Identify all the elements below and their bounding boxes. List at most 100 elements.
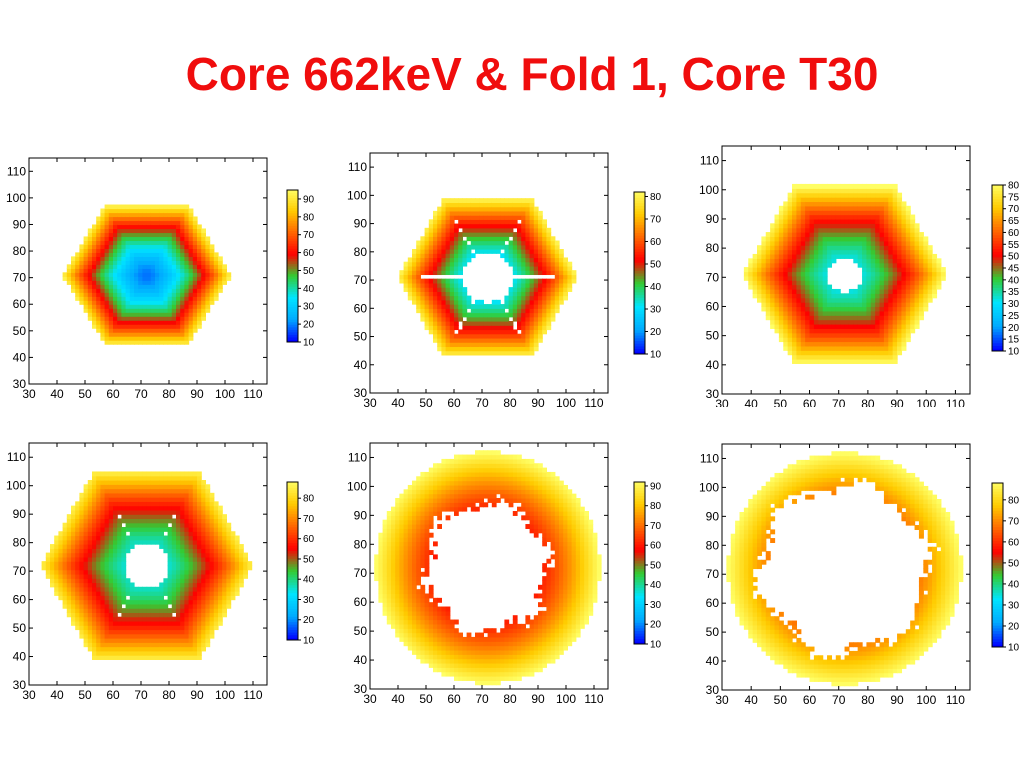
heatmap-cells [62, 204, 232, 345]
y-tick-label: 80 [354, 245, 368, 259]
colorbar-tick-label: 20 [650, 327, 662, 338]
x-tick-label: 30 [715, 397, 729, 407]
x-tick-label: 80 [503, 396, 517, 410]
colorbar-tick-label: 40 [1008, 275, 1020, 286]
colorbar-tick-label: 20 [303, 320, 315, 331]
heatmap-panel-6: 30 40 50 60 70 80 90 100 110 30 40 50 60 70 80 90 100 110… [688, 440, 1024, 705]
x-tick-label: 50 [774, 693, 788, 705]
colorbar-tick-label: 90 [650, 481, 662, 492]
x-tick-label: 80 [162, 688, 176, 702]
y-tick-label: 70 [13, 271, 27, 285]
colorbar-tick-label: 20 [650, 620, 662, 631]
colorbar-tick-label: 80 [1008, 181, 1020, 192]
y-tick-label: 30 [706, 683, 720, 697]
colorbar-tick-label: 30 [650, 305, 662, 316]
x-tick-label: 100 [916, 693, 936, 705]
colorbar-tick-label: 50 [1008, 252, 1020, 263]
colorbar-tick-label: 40 [650, 282, 662, 293]
y-tick-label: 50 [13, 324, 27, 338]
colorbar-tick-label: 50 [650, 260, 662, 271]
heatmap-3-svg: 30 40 50 60 70 80 90 100 110 30 40 50 60 70 80 90 100 110… [699, 145, 1020, 407]
x-tick-label: 90 [190, 688, 204, 702]
colorbar-tick-label: 90 [303, 194, 315, 205]
heatmap-panel-4: 30 40 50 60 70 80 90 100 110 30 40 50 60 70 80 90 100 110… [0, 440, 340, 705]
plot-frame [28, 442, 268, 686]
y-tick-label: 90 [706, 509, 720, 523]
x-tick-label: 40 [744, 693, 758, 705]
x-tick-label: 30 [715, 693, 729, 705]
heatmap-2-svg: 30 40 50 60 70 80 90 100 110 30 40 50 60 70 80 90 100 110… [347, 152, 662, 410]
y-tick-label: 90 [13, 507, 27, 521]
colorbar-tick-label: 50 [1008, 558, 1020, 569]
x-tick-label: 100 [556, 396, 576, 410]
colorbar-tick-label: 30 [650, 600, 662, 611]
x-tick-label: 70 [832, 693, 846, 705]
colorbar-tick-label: 70 [1008, 516, 1020, 527]
y-tick-label: 90 [354, 217, 368, 231]
y-tick-label: 60 [354, 595, 368, 609]
x-tick-label: 110 [946, 397, 965, 407]
heatmap-panel-5: 30 40 50 60 70 80 90 100 110 30 40 50 60 70 80 90 100 110… [336, 440, 676, 705]
x-tick-label: 70 [475, 692, 489, 705]
y-tick-label: 80 [354, 537, 368, 551]
colorbar-tick-label: 10 [303, 636, 315, 647]
x-tick-label: 50 [419, 396, 433, 410]
heatmap-cells [743, 183, 946, 364]
y-tick-label: 40 [13, 650, 27, 664]
x-tick-label: 100 [916, 397, 936, 407]
colorbar-tick-label: 65 [1008, 216, 1020, 227]
colorbar-tick-label: 15 [1008, 335, 1020, 346]
colorbar-tick-label: 60 [303, 534, 315, 545]
colorbar-tick-label: 25 [1008, 311, 1020, 322]
colorbar-tick-label: 35 [1008, 287, 1020, 298]
colorbar-tick-label: 45 [1008, 264, 1020, 275]
x-tick-label: 80 [162, 387, 176, 401]
colorbar [633, 191, 646, 355]
x-tick-label: 50 [78, 387, 92, 401]
y-tick-label: 60 [13, 297, 27, 311]
colorbar-tick-label: 55 [1008, 240, 1020, 251]
colorbar-tick-label: 70 [650, 521, 662, 532]
y-tick-label: 70 [706, 270, 720, 284]
colorbar [991, 482, 1004, 648]
colorbar-tick-label: 40 [1008, 579, 1020, 590]
x-tick-label: 110 [946, 693, 965, 705]
x-tick-label: 100 [556, 692, 576, 705]
y-tick-label: 40 [706, 654, 720, 668]
colorbar-tick-label: 40 [303, 284, 315, 295]
y-tick-label: 50 [706, 625, 720, 639]
y-tick-label: 100 [347, 479, 367, 493]
heatmap-1-svg: 30 40 50 60 70 80 90 100 110 30 40 50 60 70 80 90 100 110… [6, 157, 315, 401]
x-tick-label: 90 [890, 693, 904, 705]
y-tick-label: 110 [700, 154, 719, 168]
y-tick-label: 30 [13, 678, 27, 692]
y-tick-label: 110 [7, 164, 26, 178]
colorbar [633, 481, 646, 645]
colorbar [991, 184, 1004, 352]
y-tick-label: 70 [354, 273, 368, 287]
x-tick-label: 90 [531, 692, 545, 705]
x-tick-label: 40 [391, 692, 405, 705]
colorbar-tick-label: 70 [1008, 204, 1020, 215]
y-tick-label: 110 [700, 451, 719, 465]
x-tick-label: 50 [78, 688, 92, 702]
x-tick-label: 50 [774, 397, 788, 407]
x-tick-label: 40 [391, 396, 405, 410]
x-tick-label: 110 [584, 396, 603, 410]
colorbar-tick-label: 50 [303, 554, 315, 565]
y-tick-label: 100 [699, 480, 719, 494]
colorbar-tick-label: 60 [650, 237, 662, 248]
x-tick-label: 80 [861, 693, 875, 705]
y-tick-label: 50 [13, 621, 27, 635]
colorbar-tick-label: 80 [1008, 495, 1020, 506]
y-tick-label: 70 [354, 566, 368, 580]
y-tick-label: 90 [354, 508, 368, 522]
heatmap-cells [374, 450, 602, 686]
x-tick-label: 30 [22, 387, 36, 401]
y-tick-label: 110 [7, 450, 26, 464]
heatmap-5-svg: 30 40 50 60 70 80 90 100 110 30 40 50 60 70 80 90 100 110… [347, 442, 662, 705]
y-tick-label: 90 [13, 217, 27, 231]
y-tick-label: 30 [354, 682, 368, 696]
heatmap-panel-1: 30 40 50 60 70 80 90 100 110 30 40 50 60 70 80 90 100 110… [0, 150, 340, 415]
heatmap-6-svg: 30 40 50 60 70 80 90 100 110 30 40 50 60 70 80 90 100 110… [699, 443, 1020, 705]
